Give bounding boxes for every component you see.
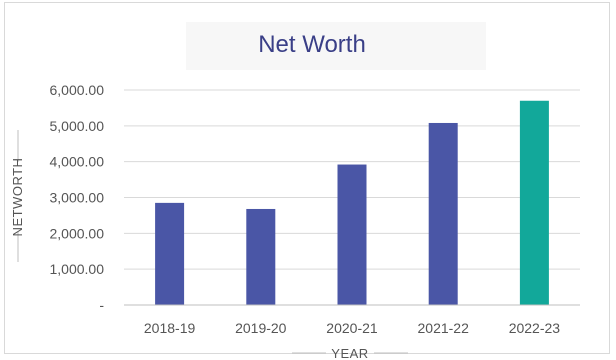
y-tick-label: 4,000.00 bbox=[50, 154, 105, 170]
y-tick-label: 5,000.00 bbox=[50, 118, 105, 134]
y-tick-label: - bbox=[99, 297, 104, 313]
bar-2019-20 bbox=[246, 208, 276, 305]
x-tick-label: 2019-20 bbox=[235, 320, 287, 336]
chart-title: Net Worth bbox=[258, 31, 366, 58]
x-tick-label: 2020-21 bbox=[326, 320, 378, 336]
x-axis-title: YEAR bbox=[331, 346, 368, 360]
x-axis-ticks: 2018-19 2019-20 2020-21 2021-22 2022-23 bbox=[144, 320, 560, 336]
y-axis-ticks: - 1,000.00 2,000.00 3,000.00 4,000.00 5,000.0… bbox=[50, 82, 105, 313]
y-axis-title: NETWORTH bbox=[10, 158, 25, 237]
x-tick-label: 2021-22 bbox=[418, 320, 470, 336]
x-tick-label: 2022-23 bbox=[509, 320, 561, 336]
y-tick-label: 6,000.00 bbox=[50, 82, 105, 98]
bar-2020-21 bbox=[337, 164, 367, 305]
bar-2022-23 bbox=[519, 100, 549, 305]
bar-2021-22 bbox=[428, 122, 458, 305]
y-tick-label: 1,000.00 bbox=[50, 261, 105, 277]
y-tick-label: 3,000.00 bbox=[50, 190, 105, 206]
bar-2018-19 bbox=[155, 202, 185, 305]
x-tick-label: 2018-19 bbox=[144, 320, 196, 336]
y-tick-label: 2,000.00 bbox=[50, 225, 105, 241]
title-background bbox=[186, 22, 486, 70]
bars bbox=[155, 100, 549, 305]
